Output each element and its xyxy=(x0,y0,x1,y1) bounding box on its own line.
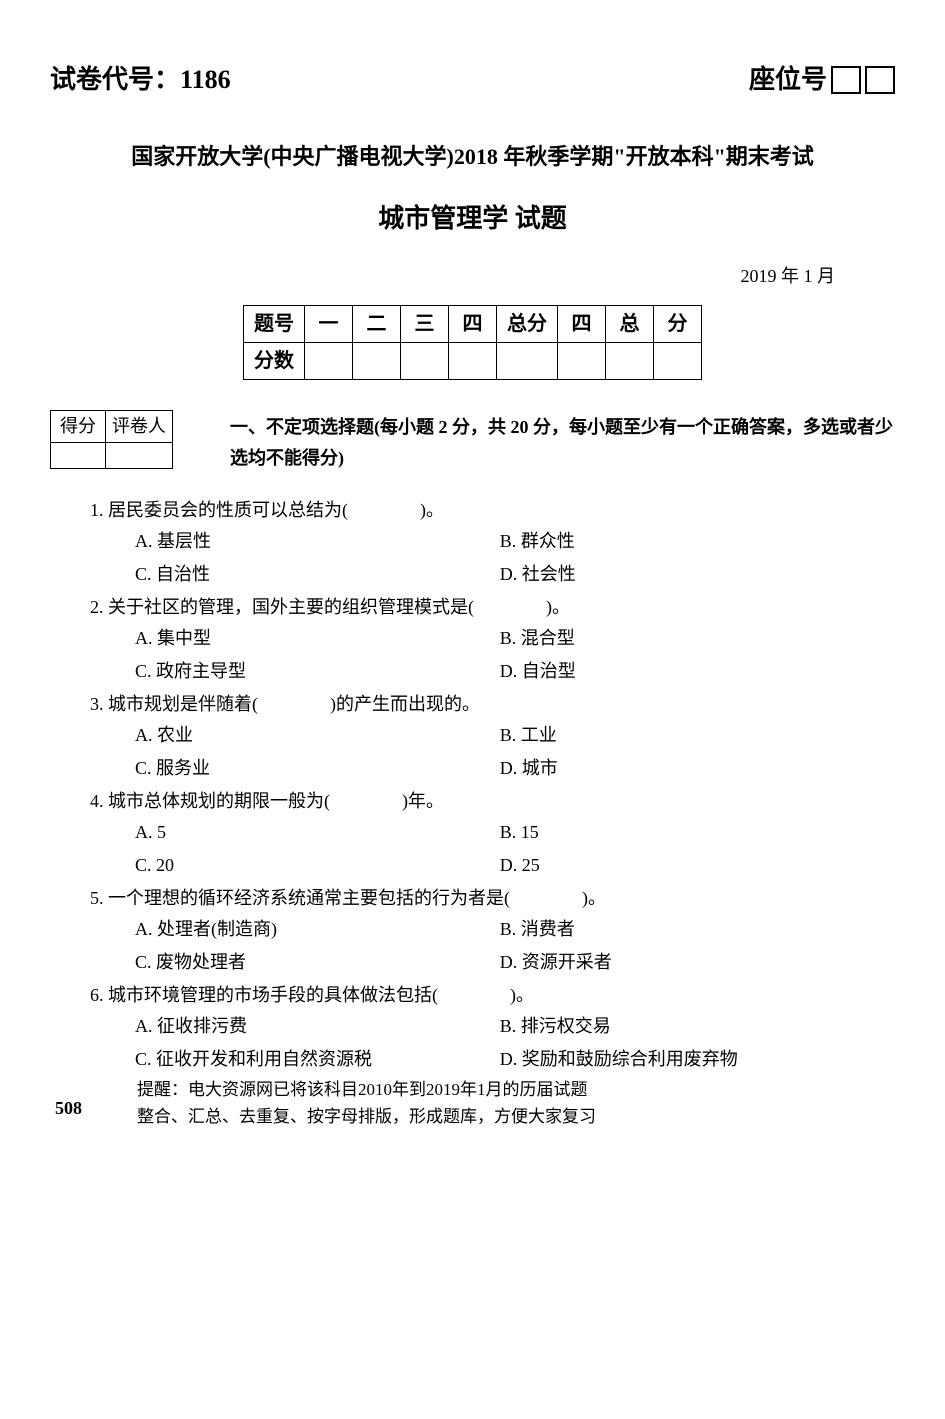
option: C. 自治性 xyxy=(135,561,500,588)
option: D. 自治型 xyxy=(500,658,865,685)
question-stem: 1. 居民委员会的性质可以总结为( )。 xyxy=(90,497,895,524)
section-1-title: 一、不定项选择题(每小题 2 分，共 20 分，每小题至少有一个正确答案，多选或… xyxy=(50,410,895,473)
table-row: 分数 xyxy=(244,343,702,380)
options: A. 农业B. 工业C. 服务业D. 城市 xyxy=(135,722,895,782)
cell: 评卷人 xyxy=(106,411,173,443)
question: 5. 一个理想的循环经济系统通常主要包括的行为者是( )。 A. 处理者(制造商)… xyxy=(90,885,895,976)
question-stem: 2. 关于社区的管理，国外主要的组织管理模式是( )。 xyxy=(90,594,895,621)
options: A. 集中型B. 混合型C. 政府主导型D. 自治型 xyxy=(135,625,895,685)
options: A. 征收排污费B. 排污权交易C. 征收开发和利用自然资源税D. 奖励和鼓励综… xyxy=(135,1013,895,1073)
option: B. 排污权交易 xyxy=(500,1013,865,1040)
table-row xyxy=(51,443,173,469)
cell: 二 xyxy=(353,306,401,343)
cell-empty xyxy=(449,343,497,380)
option: A. 农业 xyxy=(135,722,500,749)
cell: 分 xyxy=(654,306,702,343)
question-stem: 3. 城市规划是伴随着( )的产生而出现的。 xyxy=(90,691,895,718)
options: A. 基层性B. 群众性C. 自治性D. 社会性 xyxy=(135,528,895,588)
exam-title: 城市管理学 试题 xyxy=(50,199,895,238)
questions-container: 1. 居民委员会的性质可以总结为( )。A. 基层性B. 群众性C. 自治性D.… xyxy=(50,497,895,1073)
seat-block: 座位号 xyxy=(749,60,895,99)
table-row: 得分 评卷人 xyxy=(51,411,173,443)
option: B. 工业 xyxy=(500,722,865,749)
footer-note: 提醒：电大资源网已将该科目2010年到2019年1月的历届试题 整合、汇总、去重… xyxy=(137,1077,596,1130)
cell: 一 xyxy=(305,306,353,343)
question-stem: 4. 城市总体规划的期限一般为( )年。 xyxy=(90,788,895,815)
paper-code-value: 1186 xyxy=(180,65,231,94)
option: B. 消费者 xyxy=(500,916,865,943)
question: 1. 居民委员会的性质可以总结为( )。 A. 基层性B. 群众性C. 自治性D.… xyxy=(90,497,895,588)
cell-label: 题号 xyxy=(244,306,305,343)
option: C. 征收开发和利用自然资源税 xyxy=(135,1046,500,1073)
cell: 四 xyxy=(449,306,497,343)
option: D. 资源开采者 xyxy=(500,949,865,976)
option: D. 社会性 xyxy=(500,561,865,588)
paper-code: 试卷代号：1186 xyxy=(50,60,231,99)
options: A. 处理者(制造商)B. 消费者C. 废物处理者D. 资源开采者 xyxy=(135,916,895,976)
cell-empty xyxy=(497,343,558,380)
subtitle: 国家开放大学(中央广播电视大学)2018 年秋季学期"开放本科"期末考试 xyxy=(50,139,895,174)
option: A. 5 xyxy=(135,819,500,846)
question-stem: 6. 城市环境管理的市场手段的具体做法包括( )。 xyxy=(90,982,895,1009)
options: A. 5B. 15C. 20D. 25 xyxy=(135,819,895,879)
option: C. 服务业 xyxy=(135,755,500,782)
header-row: 试卷代号：1186 座位号 xyxy=(50,60,895,99)
option: A. 基层性 xyxy=(135,528,500,555)
option: D. 城市 xyxy=(500,755,865,782)
cell-empty xyxy=(558,343,606,380)
section-row: 得分 评卷人 一、不定项选择题(每小题 2 分，共 20 分，每小题至少有一个正… xyxy=(50,410,895,479)
grader-table: 得分 评卷人 xyxy=(50,410,173,469)
cell: 总分 xyxy=(497,306,558,343)
seat-label: 座位号 xyxy=(749,60,827,99)
option: C. 20 xyxy=(135,852,500,879)
footer-line-2: 整合、汇总、去重复、按字母排版，形成题库，方便大家复习 xyxy=(137,1104,596,1130)
question: 6. 城市环境管理的市场手段的具体做法包括( )。 A. 征收排污费B. 排污权交… xyxy=(90,982,895,1073)
question-stem: 5. 一个理想的循环经济系统通常主要包括的行为者是( )。 xyxy=(90,885,895,912)
cell-empty xyxy=(106,443,173,469)
option: A. 征收排污费 xyxy=(135,1013,500,1040)
score-table: 题号 一 二 三 四 总分 四 总 分 分数 xyxy=(243,305,702,380)
cell: 三 xyxy=(401,306,449,343)
option: C. 政府主导型 xyxy=(135,658,500,685)
paper-code-label: 试卷代号： xyxy=(50,65,180,94)
cell-empty xyxy=(353,343,401,380)
exam-date: 2019 年 1 月 xyxy=(50,263,835,290)
table-row: 题号 一 二 三 四 总分 四 总 分 xyxy=(244,306,702,343)
option: A. 集中型 xyxy=(135,625,500,652)
cell: 得分 xyxy=(51,411,106,443)
option: B. 混合型 xyxy=(500,625,865,652)
question: 3. 城市规划是伴随着( )的产生而出现的。 A. 农业B. 工业C. 服务业D.… xyxy=(90,691,895,782)
option: B. 群众性 xyxy=(500,528,865,555)
cell: 总 xyxy=(606,306,654,343)
cell-empty xyxy=(401,343,449,380)
page-footer-row: 508 提醒：电大资源网已将该科目2010年到2019年1月的历届试题 整合、汇… xyxy=(50,1077,895,1130)
footer-line-1: 提醒：电大资源网已将该科目2010年到2019年1月的历届试题 xyxy=(137,1077,596,1103)
seat-box-1 xyxy=(831,66,861,94)
seat-box-2 xyxy=(865,66,895,94)
option: B. 15 xyxy=(500,819,865,846)
cell: 四 xyxy=(558,306,606,343)
page-number: 508 xyxy=(55,1095,82,1122)
cell-label: 分数 xyxy=(244,343,305,380)
question: 2. 关于社区的管理，国外主要的组织管理模式是( )。 A. 集中型B. 混合型C… xyxy=(90,594,895,685)
cell-empty xyxy=(305,343,353,380)
cell-empty xyxy=(654,343,702,380)
option: A. 处理者(制造商) xyxy=(135,916,500,943)
option: D. 25 xyxy=(500,852,865,879)
option: D. 奖励和鼓励综合利用废弃物 xyxy=(500,1046,865,1073)
cell-empty xyxy=(51,443,106,469)
cell-empty xyxy=(606,343,654,380)
option: C. 废物处理者 xyxy=(135,949,500,976)
question: 4. 城市总体规划的期限一般为( )年。 A. 5B. 15C. 20D. 25 xyxy=(90,788,895,879)
